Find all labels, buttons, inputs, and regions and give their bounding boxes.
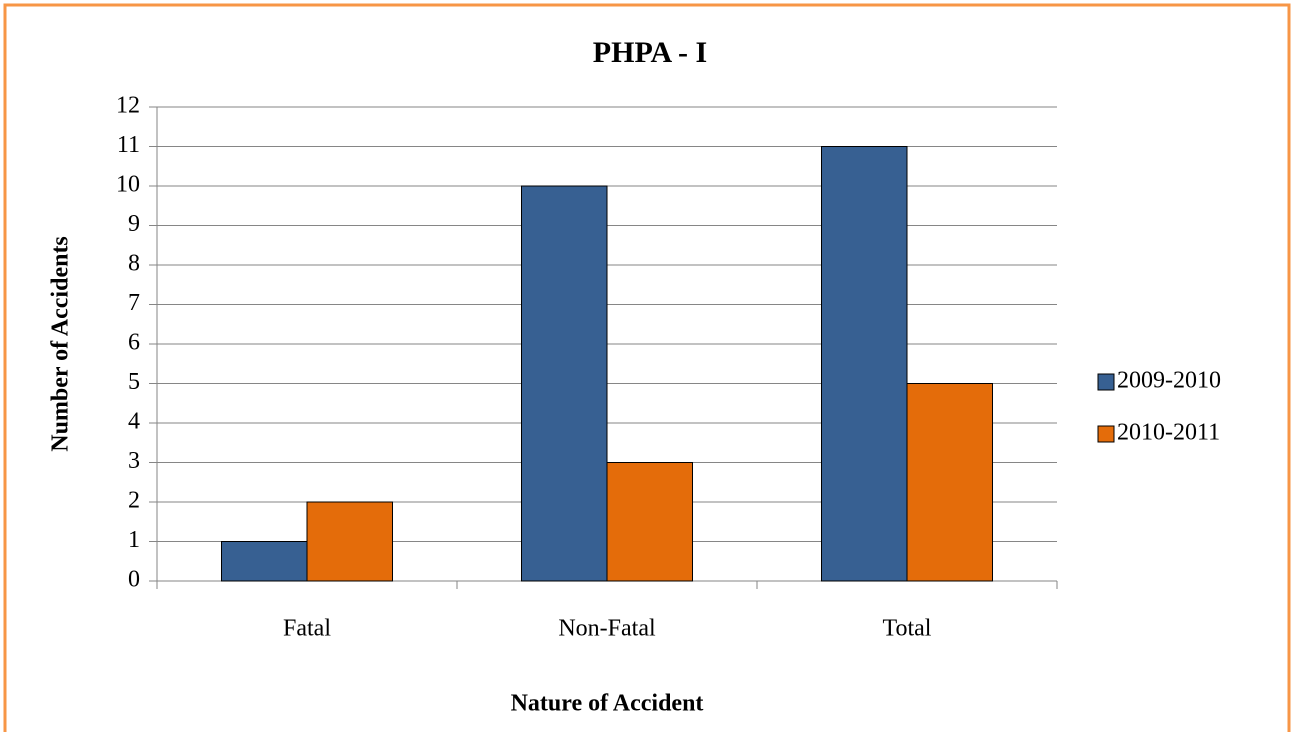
y-tick-label: 5: [128, 369, 140, 395]
x-tick-label: Fatal: [283, 616, 331, 642]
chart-title: PHPA - I: [593, 36, 707, 69]
bar: [821, 146, 908, 582]
y-tick-label: 10: [116, 172, 140, 198]
bar: [906, 383, 993, 582]
y-tick-label: 11: [117, 132, 140, 158]
bar: [306, 501, 393, 582]
x-axis-label: Nature of Accident: [511, 691, 704, 717]
x-tick-label: Total: [883, 616, 932, 642]
y-axis-label: Number of Accidents: [48, 236, 74, 452]
x-tick-label: Non-Fatal: [558, 616, 656, 642]
legend-swatch: [1097, 425, 1115, 443]
y-tick-label: 12: [116, 93, 140, 119]
y-tick-label: 3: [128, 448, 140, 474]
y-tick-label: 1: [128, 527, 140, 553]
legend-label: 2009-2010: [1117, 368, 1221, 394]
bar: [221, 541, 308, 582]
y-tick-label: 9: [128, 211, 140, 237]
bar: [606, 462, 693, 582]
chart-border: [3, 3, 1291, 732]
bar: [521, 185, 608, 582]
y-tick-label: 8: [128, 251, 140, 277]
legend-label: 2010-2011: [1117, 420, 1220, 446]
y-tick-label: 0: [128, 567, 140, 593]
y-tick-label: 7: [128, 290, 140, 316]
y-tick-label: 2: [128, 488, 140, 514]
legend-swatch: [1097, 373, 1115, 391]
y-tick-label: 6: [128, 330, 140, 356]
y-tick-label: 4: [128, 409, 140, 435]
